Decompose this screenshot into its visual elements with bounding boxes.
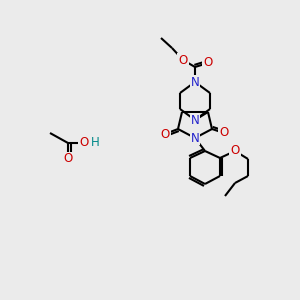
Text: H: H (91, 136, 99, 149)
Text: O: O (160, 128, 169, 140)
Text: O: O (178, 53, 188, 67)
Text: O: O (80, 136, 88, 149)
Text: N: N (190, 76, 200, 88)
Text: O: O (230, 145, 240, 158)
Text: N: N (190, 113, 200, 127)
Text: O: O (63, 152, 73, 166)
Text: O: O (203, 56, 213, 70)
Text: N: N (190, 131, 200, 145)
Text: O: O (219, 127, 229, 140)
